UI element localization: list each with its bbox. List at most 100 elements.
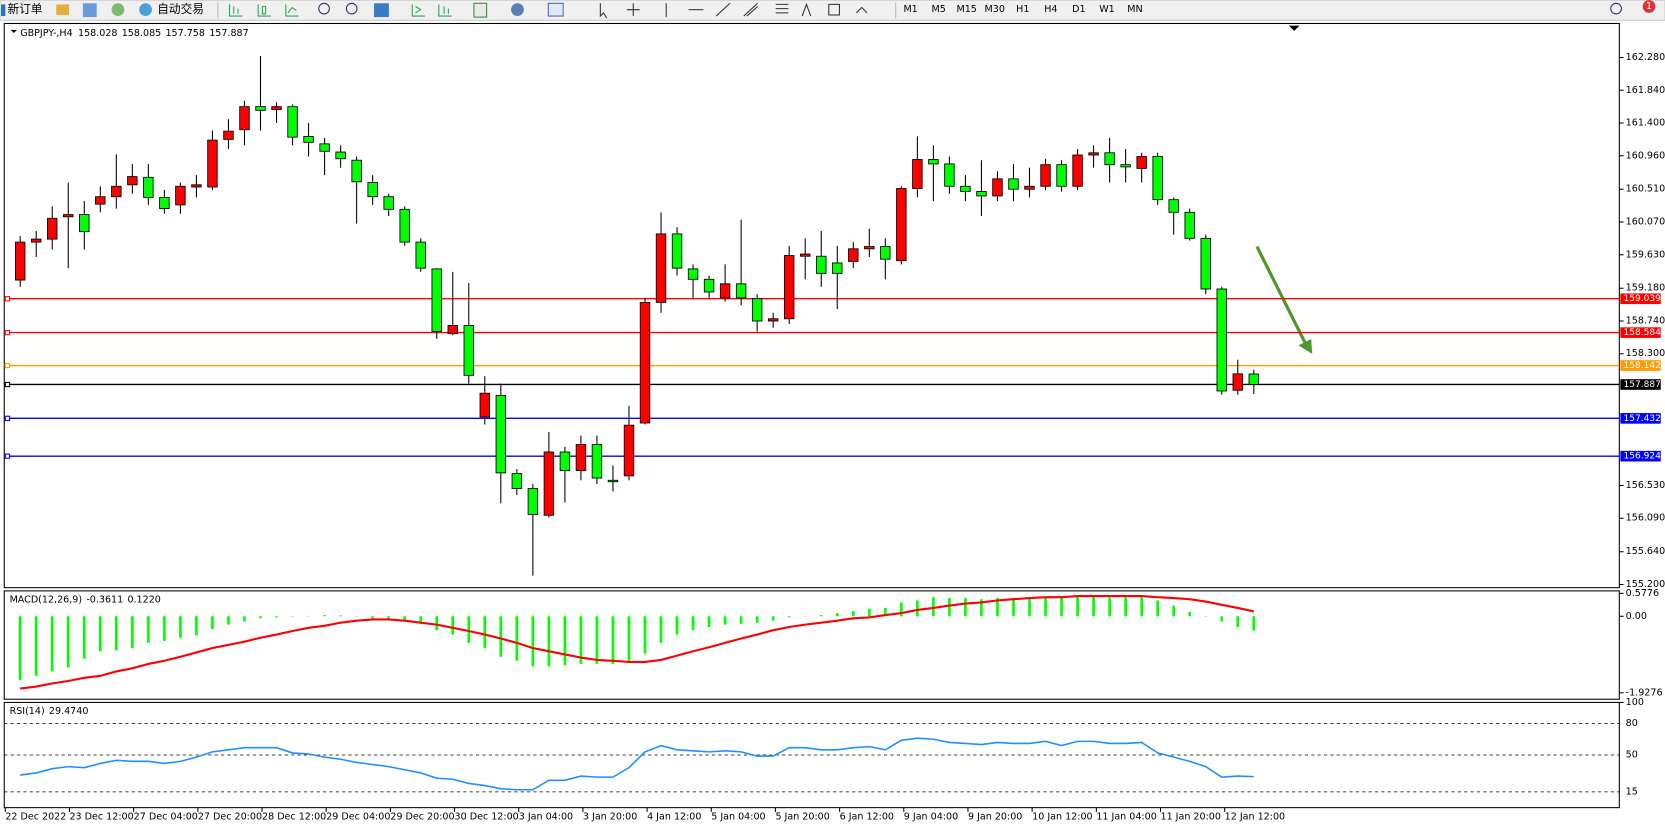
cursor-tool[interactable] (599, 3, 608, 19)
timeframe-button[interactable]: M15 (957, 4, 977, 15)
price-tag (1620, 293, 1661, 305)
candle-body (864, 246, 875, 250)
y-tick-label: 159.630 (1626, 249, 1665, 260)
icon[interactable] (473, 2, 488, 18)
x-tick-label: 9 Jan 04:00 (904, 812, 958, 823)
icon (1, 4, 6, 17)
candle-body (896, 188, 907, 262)
macd-y-tick-label: 0.5776 (1626, 588, 1659, 599)
x-tick-label: 10 Jan 12:00 (1032, 812, 1092, 823)
timeframe-button[interactable]: D1 (1072, 4, 1085, 15)
candle-body (1248, 373, 1260, 385)
level-anchor[interactable] (4, 329, 11, 336)
candle-body (47, 217, 58, 240)
y-tick-label: 156.530 (1626, 480, 1665, 491)
icon[interactable] (547, 2, 564, 17)
rsi-name: RSI(14) (10, 705, 45, 716)
candle-body (559, 451, 571, 472)
price-tag-label: 158.142 (1624, 361, 1661, 371)
price-tag-label: 158.584 (1624, 328, 1662, 338)
timeframe-button[interactable]: H4 (1044, 4, 1057, 15)
icon[interactable] (139, 3, 152, 17)
y-tick-label: 161.840 (1626, 85, 1665, 96)
auto-trading-button[interactable]: 自动交易 (157, 2, 204, 16)
x-tick-label: 27 Dec 04:00 (134, 812, 198, 823)
candle-body (527, 488, 539, 515)
icon[interactable] (82, 3, 97, 18)
level-anchor[interactable] (4, 362, 11, 369)
macd-y-tick-label: 0.00 (1626, 611, 1647, 622)
candle-body (543, 451, 555, 516)
fibo-tool[interactable] (775, 3, 789, 14)
icon[interactable] (511, 3, 524, 17)
candle-body (159, 197, 170, 210)
level-anchor[interactable] (4, 381, 11, 388)
icon[interactable] (228, 4, 243, 17)
level-anchor[interactable] (4, 453, 11, 459)
price-tag (1620, 327, 1661, 338)
candle-body (1152, 156, 1163, 201)
icon[interactable] (318, 2, 330, 15)
candle-body (175, 185, 186, 206)
timeframe-button[interactable]: H1 (1016, 4, 1029, 15)
x-tick-label: 6 Jan 12:00 (840, 812, 894, 823)
price-tag-label: 156.924 (1624, 452, 1662, 462)
candle-body (1232, 373, 1243, 391)
icon[interactable] (345, 2, 358, 15)
candle-body (1008, 178, 1019, 190)
level-anchor[interactable] (4, 296, 11, 302)
icon[interactable] (438, 4, 452, 17)
candle-body (960, 185, 971, 192)
candle-body (1056, 164, 1067, 187)
channel-tool[interactable] (743, 2, 758, 17)
y-tick-label: 160.960 (1626, 150, 1665, 161)
candle-body (992, 178, 1003, 197)
arrow-shaft[interactable] (1255, 245, 1307, 343)
icon[interactable] (285, 4, 299, 17)
candle-body (351, 159, 362, 183)
new-order-button[interactable]: 新订单 (7, 2, 42, 16)
icon[interactable] (56, 4, 70, 15)
x-tick-label: 5 Jan 04:00 (711, 812, 765, 823)
rsi-y-tick-label: 80 (1626, 718, 1638, 729)
open: 158.028 (78, 28, 117, 39)
search-icon[interactable] (1610, 2, 1622, 15)
trendline-tool[interactable] (715, 2, 731, 17)
icon[interactable] (257, 4, 271, 17)
arrow-head[interactable] (1298, 339, 1313, 354)
timeframe-button[interactable]: MN (1127, 4, 1142, 15)
y-tick-label: 160.070 (1626, 217, 1665, 228)
candle-body (1072, 154, 1083, 187)
candle-body (783, 255, 795, 320)
candle-body (800, 253, 811, 257)
timeframe-button[interactable]: W1 (1099, 4, 1115, 15)
trend-arrow[interactable] (1255, 245, 1313, 354)
icon[interactable] (111, 3, 125, 17)
candle-body (447, 325, 458, 335)
text-tool[interactable] (801, 2, 812, 17)
y-tick-label: 160.510 (1626, 184, 1665, 195)
y-tick-label: 155.200 (1626, 579, 1665, 590)
candle-body (767, 318, 779, 322)
crosshair-tool[interactable] (626, 3, 640, 17)
candle-body (1136, 156, 1147, 169)
arrows-tool[interactable] (856, 6, 868, 14)
shift-marker[interactable] (1288, 25, 1300, 31)
icon[interactable] (411, 4, 426, 17)
candle-body (575, 444, 587, 472)
x-tick-label: 22 Dec 2022 (5, 812, 66, 823)
label-tool[interactable] (828, 3, 840, 16)
notification-badge[interactable] (1642, 0, 1656, 13)
x-tick-label: 4 Jan 12:00 (647, 812, 701, 823)
candle-body (816, 255, 827, 274)
chart-info: GBPJPY-,H4 158.028 158.085 157.758 157.887 (20, 28, 249, 39)
timeframe-button[interactable]: M5 (931, 4, 945, 15)
icon[interactable] (374, 3, 389, 18)
candle-body (415, 241, 426, 269)
timeframe-button[interactable]: M1 (903, 4, 917, 15)
candle-body (287, 106, 298, 138)
candle-body (623, 424, 635, 477)
timeframe-button[interactable]: M30 (985, 4, 1005, 15)
level-anchor[interactable] (4, 415, 11, 422)
